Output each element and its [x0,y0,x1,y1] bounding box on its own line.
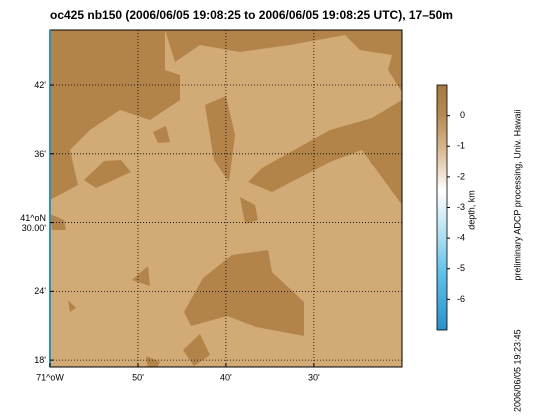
colorbar-tick-label: -4 [457,233,465,243]
y-tick-label: 36' [34,148,46,159]
timestamp: 2006/06/05 19:23:45 [512,329,522,412]
colorbar [436,84,448,331]
colorbar-tick-label: -1 [457,141,465,151]
colorbar-tick-label: -3 [457,202,465,212]
credit: preliminary ADCP processing, Univ. Hawai… [512,109,522,280]
y-tick-label: 41^oN 30.00' [20,212,46,233]
x-tick-label: 30' [308,372,320,382]
colorbar-label: depth, km [466,190,476,230]
colorbar-tick-label: -2 [457,171,465,181]
x-tick-label: 71^oW [36,372,64,382]
depth-field [50,30,402,367]
colorbar-tick-label: -5 [457,263,465,273]
colorbar-tick-label: 0 [460,110,465,120]
colorbar-tick-label: -6 [457,294,465,304]
y-tick-label: 18' [34,355,46,366]
y-tick-label: 42' [34,80,46,91]
title: oc425 nb150 (2006/06/05 19:08:25 to 2006… [50,8,453,22]
x-tick-label: 50' [132,372,144,382]
y-tick-label: 24' [34,286,46,297]
x-tick-label: 40' [220,372,232,382]
